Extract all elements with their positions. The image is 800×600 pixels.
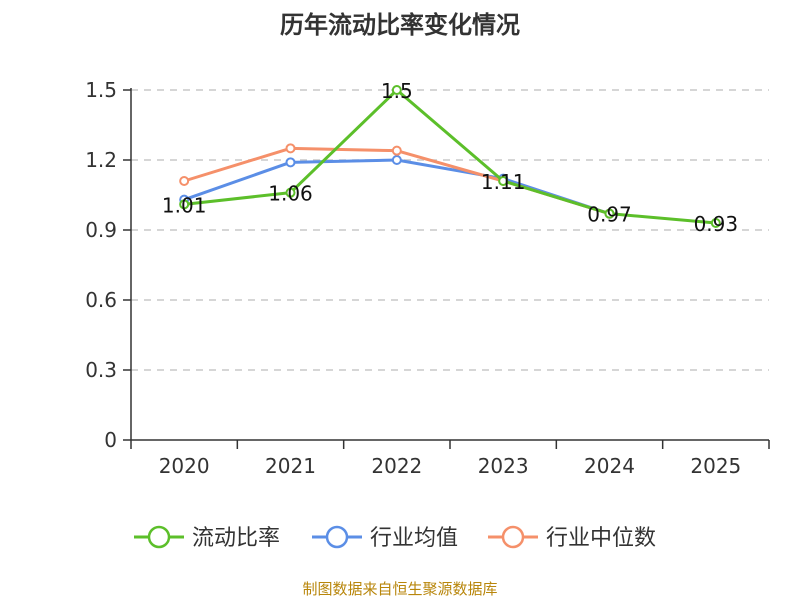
legend-item[interactable]: 行业中位数 [488, 525, 656, 551]
series-line [183, 158, 610, 216]
axes: 0 0.3 0.6 0.9 1.2 1.5 2020 2021 2022 2023 2024 2025 [85, 78, 770, 478]
data-point[interactable] [391, 145, 402, 156]
x-tick-label: 2021 [265, 454, 316, 478]
series-line [184, 88, 716, 225]
data-label: 1.11 [481, 170, 526, 194]
legend-marker [325, 525, 349, 549]
x-tick-label: 2024 [584, 454, 635, 478]
data-point[interactable] [285, 187, 296, 198]
data-label: 0.93 [694, 212, 739, 236]
chart-title: 历年流动比率变化情况 [280, 11, 520, 39]
data-point[interactable] [179, 199, 190, 210]
data-label: 1.01 [162, 193, 207, 217]
legend-item[interactable]: 流动比率 [134, 525, 280, 551]
data-label: 1.06 [268, 182, 313, 206]
data-point[interactable] [604, 208, 615, 219]
data-label: 0.97 [587, 203, 632, 227]
data-point[interactable] [498, 176, 509, 186]
y-tick-label: 1.2 [85, 148, 117, 172]
data-point[interactable] [391, 85, 402, 95]
data-point[interactable] [285, 143, 296, 154]
y-tick-label: 0 [104, 428, 117, 452]
y-tick-label: 0.9 [85, 218, 117, 242]
x-tick-label: 2020 [159, 454, 210, 478]
data-label: 1.5 [381, 79, 413, 103]
data-labels: 1.01 1.06 1.5 1.11 0.97 0.93 [162, 79, 738, 236]
legend-item[interactable]: 行业均值 [312, 525, 458, 551]
series-group [179, 85, 721, 228]
x-tick-label: 2025 [690, 454, 741, 478]
legend-marker [147, 525, 171, 549]
x-tick-label: 2022 [371, 454, 422, 478]
legend-label: 流动比率 [192, 526, 280, 551]
data-point[interactable] [179, 176, 190, 186]
x-tick-label: 2023 [478, 454, 529, 478]
data-point[interactable] [391, 155, 402, 165]
data-point[interactable] [710, 218, 721, 228]
y-tick-label: 0.3 [85, 358, 117, 382]
legend[interactable]: 流动比率 行业均值 行业中位数 [134, 525, 656, 551]
data-point[interactable] [285, 157, 296, 168]
legend-marker [501, 525, 525, 549]
legend-label: 行业中位数 [546, 526, 656, 551]
source-note: 制图数据来自恒生聚源数据库 [302, 580, 497, 598]
legend-label: 行业均值 [370, 526, 458, 551]
grid-lines [131, 89, 769, 371]
y-tick-label: 1.5 [85, 78, 117, 102]
y-tick-label: 0.6 [85, 288, 117, 312]
